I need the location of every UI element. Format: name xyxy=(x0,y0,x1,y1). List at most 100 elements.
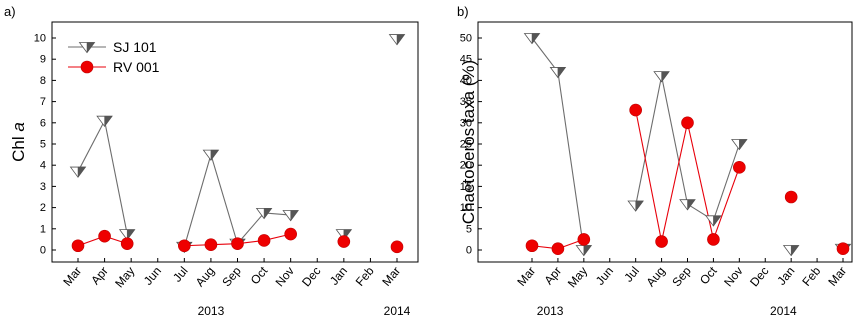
marker-fill xyxy=(661,71,670,83)
x-tick-label: Mar xyxy=(514,264,538,289)
y-tick-label: 9 xyxy=(40,54,46,66)
data-point-sj101 xyxy=(679,199,696,211)
data-point-sj101 xyxy=(705,215,722,227)
x-tick-label: Apr xyxy=(541,264,564,287)
x-tick-label: Mar xyxy=(825,264,849,289)
data-point-rv001 xyxy=(681,116,694,130)
year-label: 2014 xyxy=(770,304,797,318)
marker-fill xyxy=(557,67,566,79)
year-label: 2013 xyxy=(537,304,564,318)
data-point-rv001 xyxy=(120,237,134,250)
plot-frame xyxy=(51,21,419,263)
data-point-rv001 xyxy=(525,239,539,253)
marker-fill xyxy=(635,200,644,212)
marker-fill xyxy=(583,245,592,257)
data-point-rv001 xyxy=(71,239,85,253)
data-point-sj101 xyxy=(575,245,593,257)
x-tick-label: Jun xyxy=(593,264,616,288)
y-tick-label: 0 xyxy=(40,245,46,257)
y-tick-label: 7 xyxy=(40,96,46,108)
y-tick-label: 0 xyxy=(466,245,472,257)
y-tick-label: 6 xyxy=(40,117,46,129)
year-label: 2014 xyxy=(384,304,411,318)
data-point-rv001 xyxy=(284,227,297,241)
data-point-rv001 xyxy=(178,239,191,253)
legend-marker-rv001 xyxy=(80,60,94,74)
data-point-sj101 xyxy=(731,139,748,151)
marker-fill xyxy=(531,33,540,45)
x-tick-label: Apr xyxy=(88,264,111,287)
panel-label: a) xyxy=(4,4,16,19)
x-tick-label: Mar xyxy=(60,264,84,289)
legend-label-rv001: RV 001 xyxy=(113,59,160,75)
marker-fill xyxy=(86,42,95,54)
y-tick-label: 3 xyxy=(40,181,46,193)
x-tick-label: Oct xyxy=(697,263,720,287)
data-point-sj101 xyxy=(782,245,800,257)
marker-fill xyxy=(126,229,136,241)
x-tick-label: Sep xyxy=(219,264,244,290)
x-tick-label: Jun xyxy=(141,264,164,288)
x-tick-label: Dec xyxy=(299,264,323,289)
data-point-rv001 xyxy=(707,233,720,246)
data-point-rv001 xyxy=(836,242,850,256)
data-point-rv001 xyxy=(98,229,111,243)
data-point-sj101 xyxy=(388,34,406,46)
x-tick-label: Jan xyxy=(774,264,797,288)
data-point-rv001 xyxy=(784,190,798,204)
y-tick-label: 8 xyxy=(40,75,46,87)
data-point-sj101 xyxy=(202,149,220,161)
panel-label: b) xyxy=(457,4,469,19)
legend-marker-sj101 xyxy=(78,42,96,54)
y-tick-label: 2 xyxy=(40,202,46,214)
x-tick-label: Oct xyxy=(248,263,271,287)
legend: SJ 101 RV 001 xyxy=(68,39,160,75)
x-tick-label: Feb xyxy=(353,264,377,289)
y-tick-label: 35 xyxy=(460,96,472,108)
data-point-rv001 xyxy=(257,234,271,247)
data-point-rv001 xyxy=(204,238,218,251)
data-point-rv001 xyxy=(629,103,642,117)
x-tick-label: May xyxy=(565,264,590,290)
y-tick-label: 5 xyxy=(466,223,472,235)
y-tick-label: 40 xyxy=(460,75,472,87)
x-tick-label: May xyxy=(112,264,137,290)
y-tick-label: 1 xyxy=(40,223,46,235)
plot-frame xyxy=(477,21,853,263)
y-tick-label: 15 xyxy=(460,181,472,193)
data-point-sj101 xyxy=(69,166,87,178)
data-point-sj101 xyxy=(627,200,644,212)
marker-fill xyxy=(687,199,696,211)
marker-fill xyxy=(739,139,748,151)
data-point-sj101 xyxy=(549,67,567,79)
x-tick-label: Sep xyxy=(669,264,694,290)
data-point-rv001 xyxy=(733,161,746,174)
x-tick-label: Aug xyxy=(643,264,667,289)
marker-fill xyxy=(290,210,299,222)
series-line-sj101 xyxy=(635,76,740,222)
x-tick-label: Aug xyxy=(193,264,217,289)
y-tick-label: 5 xyxy=(40,139,46,151)
data-point-sj101 xyxy=(96,115,113,128)
year-label: 2013 xyxy=(198,304,225,318)
x-tick-label: Jan xyxy=(327,264,350,288)
marker-fill xyxy=(263,208,273,220)
y-tick-label: 25 xyxy=(460,139,472,151)
y-tick-label: 20 xyxy=(460,160,472,172)
marker-fill xyxy=(77,166,86,178)
data-point-rv001 xyxy=(551,242,565,256)
y-tick-label: 4 xyxy=(40,160,46,172)
data-point-rv001 xyxy=(231,237,244,250)
marker-fill xyxy=(713,215,722,227)
data-point-sj101 xyxy=(255,207,273,220)
x-tick-label: Feb xyxy=(799,264,823,289)
x-tick-label: Nov xyxy=(273,264,297,289)
x-tick-label: Nov xyxy=(721,264,745,289)
marker-fill xyxy=(104,115,113,128)
marker-fill xyxy=(790,245,800,257)
data-point-sj101 xyxy=(282,210,299,222)
data-point-rv001 xyxy=(655,235,668,248)
